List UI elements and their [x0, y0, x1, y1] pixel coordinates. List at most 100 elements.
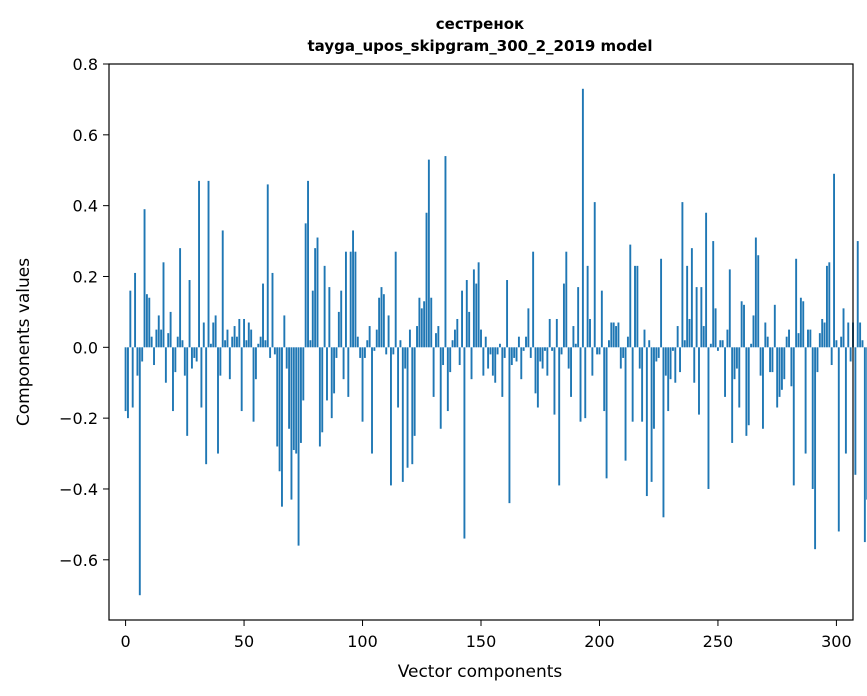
bar	[212, 322, 215, 348]
bar	[662, 347, 665, 518]
bar	[247, 322, 250, 348]
bar	[506, 280, 509, 348]
bar	[669, 347, 672, 380]
chart-title-line2: tayga_upos_skipgram_300_2_2019 model	[308, 37, 653, 55]
bar	[626, 336, 629, 348]
bar	[527, 308, 530, 348]
bar	[645, 347, 648, 497]
y-tick-label: 0.4	[73, 197, 98, 216]
bar	[681, 202, 684, 348]
bar	[394, 251, 397, 348]
bar	[690, 248, 693, 348]
bar	[565, 251, 568, 348]
bar	[292, 347, 295, 451]
bar	[430, 297, 433, 348]
bar	[482, 347, 485, 376]
bar	[581, 88, 584, 348]
bar	[766, 336, 769, 348]
bar	[764, 322, 767, 348]
bar	[477, 262, 480, 348]
bars-group	[124, 88, 867, 596]
bar	[172, 347, 174, 412]
bar	[674, 347, 677, 383]
bar	[475, 283, 478, 348]
bar	[859, 322, 862, 348]
bar	[719, 340, 722, 348]
bar	[816, 347, 819, 373]
bar	[593, 202, 596, 348]
y-tick-label: −0.6	[59, 551, 98, 570]
bar	[707, 347, 710, 489]
bar	[347, 347, 350, 397]
bar	[716, 347, 719, 351]
bar	[179, 248, 182, 348]
bar	[160, 329, 163, 348]
bar	[657, 347, 660, 358]
bar	[413, 347, 416, 436]
bar	[555, 318, 558, 348]
bar	[368, 326, 371, 348]
bar	[219, 347, 222, 376]
bar	[735, 347, 738, 369]
bar	[337, 311, 340, 348]
bar	[190, 347, 193, 369]
bar	[302, 347, 305, 401]
bar	[186, 347, 189, 436]
bar	[702, 326, 705, 348]
bar	[776, 347, 779, 408]
bar	[842, 308, 845, 348]
bar	[352, 230, 354, 348]
bar	[250, 329, 253, 348]
bar	[207, 180, 210, 348]
bar	[650, 347, 653, 482]
bar	[712, 241, 715, 348]
bar	[392, 347, 395, 355]
bar	[278, 347, 281, 472]
bar	[150, 336, 153, 348]
bar	[603, 347, 606, 412]
bar	[221, 230, 224, 348]
bar	[792, 347, 795, 486]
bar	[548, 318, 551, 348]
bar	[157, 315, 160, 348]
bar	[596, 347, 599, 355]
bar	[804, 347, 807, 454]
bar	[536, 347, 539, 408]
bar	[145, 294, 148, 348]
bar	[307, 180, 309, 348]
bar	[643, 329, 646, 348]
bar	[745, 347, 748, 436]
bar	[281, 347, 283, 507]
bar	[840, 336, 843, 348]
bar	[752, 315, 755, 348]
bar	[847, 322, 850, 348]
bar	[264, 340, 267, 348]
bar	[354, 251, 357, 348]
bar	[705, 212, 708, 348]
x-tick-label: 150	[466, 632, 497, 651]
bar	[183, 347, 186, 376]
bar	[181, 340, 184, 348]
bar	[586, 265, 589, 348]
bar	[570, 347, 572, 397]
bar	[551, 347, 554, 351]
bar	[771, 347, 774, 373]
bar	[164, 347, 167, 383]
bar	[844, 347, 847, 454]
bar	[155, 329, 158, 348]
bar	[399, 340, 402, 348]
bar	[418, 297, 421, 348]
bar	[821, 318, 824, 348]
bar	[236, 336, 238, 348]
bar	[273, 347, 276, 355]
bar	[257, 343, 260, 348]
bar	[427, 159, 430, 348]
bar	[671, 347, 674, 351]
bar	[136, 347, 139, 376]
x-tick-label: 0	[120, 632, 130, 651]
bar	[733, 347, 736, 380]
y-axis-label: Components values	[14, 258, 34, 426]
bar	[825, 265, 828, 348]
bar	[446, 347, 449, 412]
bar	[515, 347, 518, 362]
